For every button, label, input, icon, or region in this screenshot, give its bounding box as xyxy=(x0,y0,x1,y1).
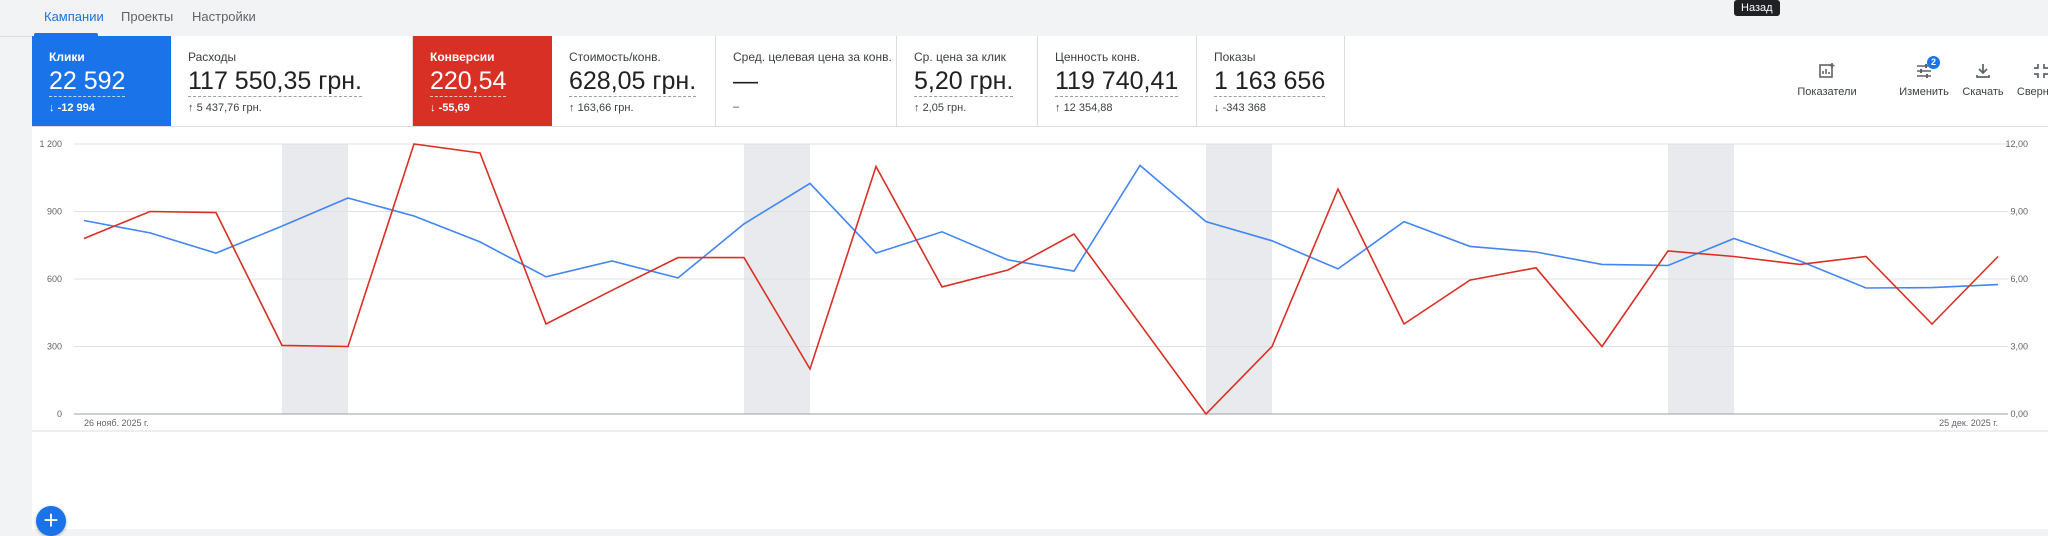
scorecard-clicks[interactable]: Клики 22 592 ↓ -12 994 xyxy=(32,36,171,126)
scorecard-delta: ↓ -343 368 xyxy=(1214,102,1344,114)
scorecard-label: Клики xyxy=(49,50,85,64)
tab-campaigns[interactable]: Кампании xyxy=(44,9,104,24)
scorecard-avg-target-cpa[interactable]: Сред. целевая цена за конв. — – xyxy=(716,36,897,126)
scorecard-label: Стоимость/конв. xyxy=(569,50,661,64)
scorecard-cost-per-conversion[interactable]: Стоимость/конв. 628,05 грн. ↑ 163,66 грн… xyxy=(552,36,716,126)
tab-projects[interactable]: Проекты xyxy=(121,9,174,24)
scorecard-value: 1 163 656 xyxy=(1214,67,1326,97)
collapse-icon xyxy=(2034,64,2048,78)
metrics-label: Показатели xyxy=(1797,86,1857,98)
arrow-down-icon: ↓ xyxy=(49,102,55,114)
scorecard-cost[interactable]: Расходы 117 550,35 грн. ↑ 5 437,76 грн. xyxy=(171,36,413,126)
scorecard-conversion-value[interactable]: Ценность конв. 119 740,41 ↑ 12 354,88 xyxy=(1038,36,1197,126)
edit-label: Изменить xyxy=(1899,86,1949,98)
add-chart-icon xyxy=(1819,63,1835,78)
performance-line-chart: 0 0,00 300 3,00 600 6,00 900 9,00 1 200 12,00 26 н… xyxy=(32,139,2048,432)
scorecard-value: 5,20 грн. xyxy=(914,67,1014,97)
scorecard-value: 119 740,41 xyxy=(1055,67,1179,97)
y-left-tick-label: 0 xyxy=(57,409,62,419)
scorecard-avg-cpc[interactable]: Ср. цена за клик 5,20 грн. ↑ 2,05 грн. xyxy=(897,36,1038,126)
arrow-up-icon: ↑ xyxy=(188,102,194,114)
metrics-button[interactable]: Показатели xyxy=(1797,62,1857,98)
y-right-tick-label: 12,00 xyxy=(2005,139,2028,149)
x-end-label: 25 дек. 2025 г. xyxy=(1939,418,1998,428)
arrow-up-icon: ↑ xyxy=(914,102,920,114)
download-button[interactable]: Скачать xyxy=(1953,62,2013,98)
scorecards-row: Клики 22 592 ↓ -12 994 Расходы 117 550,3… xyxy=(32,36,2048,127)
collapse-button[interactable]: Свернуть xyxy=(2011,62,2048,98)
delta-value: 12 354,88 xyxy=(1063,102,1113,114)
delta-value: 2,05 грн. xyxy=(922,102,967,114)
active-tab-indicator xyxy=(34,33,98,36)
delta-value: 163,66 грн. xyxy=(577,102,634,114)
scorecard-impressions[interactable]: Показы 1 163 656 ↓ -343 368 xyxy=(1197,36,1345,126)
y-right-tick-label: 6,00 xyxy=(2010,274,2028,284)
y-left-tick-label: 300 xyxy=(47,342,62,352)
scorecard-delta: ↓ -55,69 xyxy=(430,102,552,114)
performance-panel: Клики 22 592 ↓ -12 994 Расходы 117 550,3… xyxy=(32,36,2048,529)
delta-value: -12 994 xyxy=(57,102,95,114)
y-left-tick-label: 600 xyxy=(47,274,62,284)
scorecard-delta: ↓ -12 994 xyxy=(49,102,171,114)
scorecard-value: — xyxy=(733,67,758,95)
y-left-tick-label: 900 xyxy=(47,207,62,217)
y-right-tick-label: 0,00 xyxy=(2010,409,2028,419)
y-right-tick-label: 9,00 xyxy=(2010,207,2028,217)
edit-button[interactable]: 2 Изменить xyxy=(1894,56,1954,98)
scorecard-label: Показы xyxy=(1214,50,1256,64)
scorecard-value: 22 592 xyxy=(49,67,126,97)
arrow-up-icon: ↑ xyxy=(1055,102,1061,114)
scorecard-delta: ↑ 163,66 грн. xyxy=(569,102,715,114)
download-icon xyxy=(1976,64,1990,78)
y-right-tick-label: 3,00 xyxy=(2010,342,2028,352)
scorecard-delta: – xyxy=(733,101,740,113)
scorecard-value: 117 550,35 грн. xyxy=(188,67,362,97)
scorecard-conversions[interactable]: Конверсии 220,54 ↓ -55,69 xyxy=(413,36,552,126)
scorecard-value: 220,54 xyxy=(430,67,507,97)
delta-value: 5 437,76 грн. xyxy=(196,102,262,114)
arrow-up-icon: ↑ xyxy=(569,102,575,114)
download-label: Скачать xyxy=(1962,86,2004,98)
scorecard-delta: ↑ 12 354,88 xyxy=(1055,102,1196,114)
add-button[interactable]: + xyxy=(36,506,66,536)
delta-value: -55,69 xyxy=(438,102,470,114)
scorecard-value: 628,05 грн. xyxy=(569,67,697,97)
back-tooltip: Назад xyxy=(1734,0,1780,16)
tab-settings[interactable]: Настройки xyxy=(192,9,256,24)
arrow-down-icon: ↓ xyxy=(1214,102,1220,114)
series-line-conversions xyxy=(83,143,1999,416)
scorecard-label: Ценность конв. xyxy=(1055,50,1140,64)
x-start-label: 26 нояб. 2025 г. xyxy=(84,418,149,428)
series-line-clicks xyxy=(83,164,1999,289)
scorecard-label: Ср. цена за клик xyxy=(914,50,1006,64)
plus-icon: + xyxy=(43,505,59,535)
collapse-label: Свернуть xyxy=(2016,86,2048,98)
edit-count-badge: 2 xyxy=(1927,56,1940,69)
scorecard-delta: ↑ 5 437,76 грн. xyxy=(188,102,412,114)
scorecard-label: Конверсии xyxy=(430,50,495,64)
tune-icon xyxy=(1917,64,1931,78)
scorecard-label: Сред. целевая цена за конв. xyxy=(733,50,892,64)
arrow-down-icon: ↓ xyxy=(430,102,436,114)
scorecard-label: Расходы xyxy=(188,50,237,64)
y-left-tick-label: 1 200 xyxy=(39,139,62,149)
scorecard-delta: ↑ 2,05 грн. xyxy=(914,102,1037,114)
delta-value: -343 368 xyxy=(1222,102,1266,114)
